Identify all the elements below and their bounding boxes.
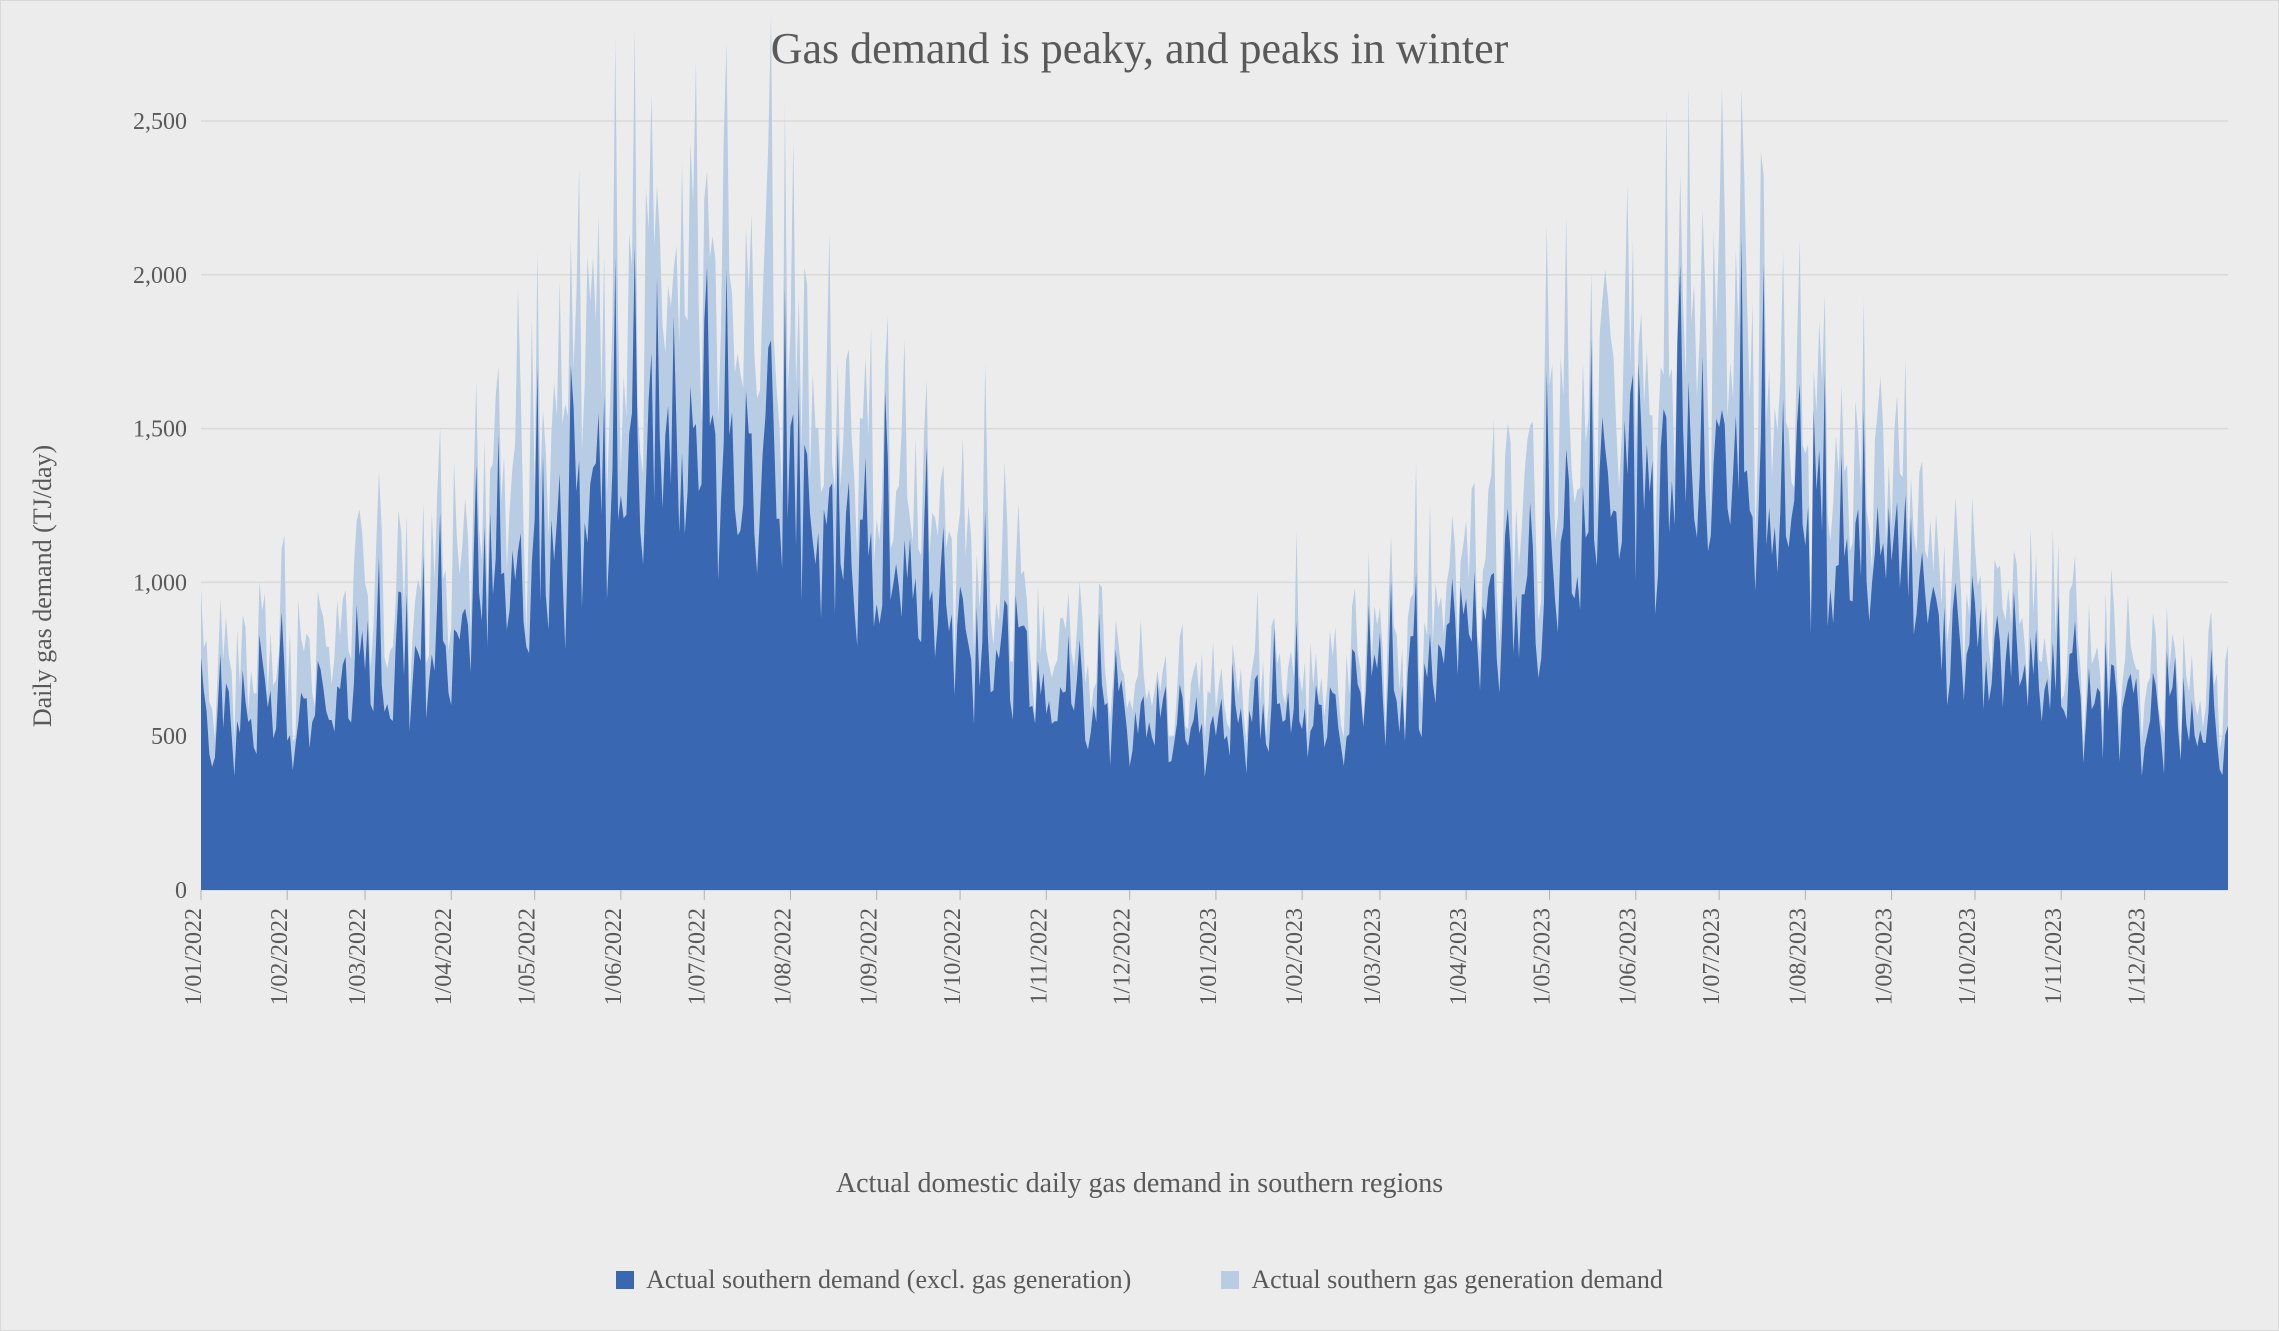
x-tick-label: 1/08/2022 [770, 908, 796, 1005]
x-tick-label: 1/12/2022 [1110, 908, 1136, 1005]
x-tick-label: 1/05/2022 [515, 908, 541, 1005]
x-tick-label: 1/06/2023 [1616, 908, 1642, 1005]
y-tick-label: 1,500 [133, 417, 187, 443]
x-tick-label: 1/05/2023 [1530, 908, 1556, 1005]
x-axis-title: Actual domestic daily gas demand in sout… [1, 1168, 2278, 1200]
x-tick-label: 1/10/2023 [1955, 908, 1981, 1005]
y-tick-label: 0 [175, 878, 187, 904]
x-tick-label: 1/03/2022 [345, 908, 371, 1005]
x-tick-label: 1/01/2022 [181, 908, 207, 1005]
legend-item: Actual southern gas generation demand [1221, 1265, 1663, 1295]
legend-item: Actual southern demand (excl. gas genera… [616, 1265, 1131, 1295]
legend-label: Actual southern gas generation demand [1251, 1265, 1663, 1295]
y-tick-label: 2,000 [133, 263, 187, 289]
x-tick-label: 1/11/2022 [1026, 908, 1052, 1004]
chart-svg: 05001,0001,5002,0002,5001/01/20221/02/20… [121, 121, 2238, 1050]
x-tick-label: 1/07/2022 [684, 908, 710, 1005]
x-tick-label: 1/02/2022 [267, 908, 293, 1005]
x-tick-label: 1/01/2023 [1196, 908, 1222, 1005]
plot-area: 05001,0001,5002,0002,5001/01/20221/02/20… [121, 121, 2238, 1050]
x-tick-label: 1/03/2023 [1360, 908, 1386, 1005]
x-tick-label: 1/04/2023 [1446, 908, 1472, 1005]
x-tick-label: 1/11/2023 [2041, 908, 2067, 1004]
y-tick-label: 1,000 [133, 570, 187, 596]
y-axis-title: Daily gas demand (TJ/day) [28, 444, 58, 726]
legend-swatch [1221, 1271, 1239, 1289]
x-ticks: 1/01/2022 1/02/2022 1/03/2022 1/04/2022 1/05… [181, 890, 2151, 1005]
legend: Actual southern demand (excl. gas genera… [1, 1265, 2278, 1295]
x-tick-label: 1/02/2023 [1282, 908, 1308, 1005]
y-axis-title-wrap: Daily gas demand (TJ/day) [23, 121, 63, 1050]
x-tick-label: 1/07/2023 [1699, 908, 1725, 1005]
chart-container: Gas demand is peaky, and peaks in winter… [0, 0, 2279, 1331]
x-tick-label: 1/10/2022 [940, 908, 966, 1005]
y-tick-label: 500 [151, 724, 187, 750]
x-tick-label: 1/08/2023 [1785, 908, 1811, 1005]
x-tick-label: 1/06/2022 [601, 908, 627, 1005]
chart-title: Gas demand is peaky, and peaks in winter [1, 23, 2278, 74]
legend-label: Actual southern demand (excl. gas genera… [646, 1265, 1131, 1295]
x-tick-label: 1/04/2022 [431, 908, 457, 1005]
legend-swatch [616, 1271, 634, 1289]
x-tick-label: 1/09/2023 [1872, 908, 1898, 1005]
x-tick-label: 1/12/2023 [2125, 908, 2151, 1005]
x-tick-label: 1/09/2022 [857, 908, 883, 1005]
y-tick-label: 2,500 [133, 109, 187, 135]
